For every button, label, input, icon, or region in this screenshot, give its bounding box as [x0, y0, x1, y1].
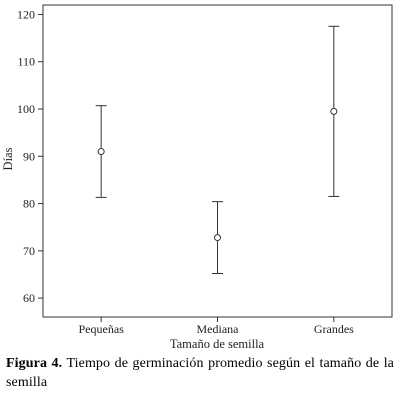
x-axis-label: Tamaño de semilla: [170, 337, 265, 351]
y-tick-label: 90: [23, 149, 35, 163]
mean-point: [214, 234, 221, 242]
error-bars: [95, 25, 340, 275]
x-tick-label: Grandes: [314, 322, 354, 336]
y-tick-label: 120: [17, 7, 35, 21]
x-tick-label: Pequeñas: [79, 322, 125, 336]
figure-caption: Figura 4. Tiempo de germinación promedio…: [6, 354, 394, 392]
figure-caption-text: Tiempo de germinación promedio según el …: [6, 356, 394, 390]
mean-point: [330, 107, 338, 115]
x-axis-ticks: Pequeñas Mediana Grandes: [79, 317, 354, 336]
error-bar-chart: 60 70 80 90 100 110 120 Pequeñas Mediana Grandes…: [1, 4, 393, 351]
y-tick-label: 70: [23, 244, 35, 258]
y-tick-label: 100: [17, 102, 35, 116]
y-tick-label: 60: [23, 291, 35, 305]
y-axis-ticks: 60 70 80 90 100 110 120: [17, 7, 43, 305]
mean-point: [97, 148, 105, 156]
y-tick-label: 80: [23, 197, 35, 211]
y-axis-label: Días: [1, 147, 15, 170]
x-tick-label: Mediana: [197, 322, 240, 336]
y-tick-label: 110: [17, 55, 35, 69]
figure-caption-label: Figura 4.: [6, 356, 63, 371]
